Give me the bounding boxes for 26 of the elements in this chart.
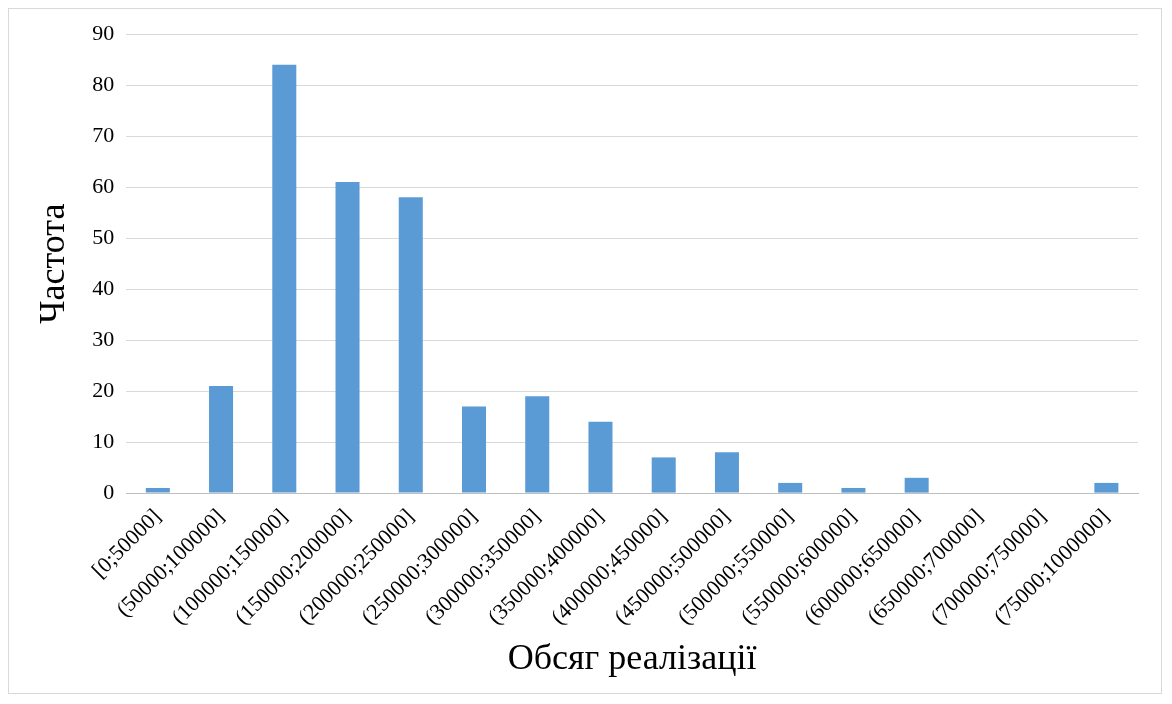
y-tick-label: 90 bbox=[92, 19, 115, 45]
y-tick-label: 0 bbox=[103, 478, 115, 504]
bar bbox=[398, 197, 423, 493]
y-tick-label: 80 bbox=[92, 70, 115, 96]
y-tick-label: 20 bbox=[92, 376, 115, 402]
bar bbox=[651, 457, 676, 493]
bar bbox=[145, 488, 170, 493]
y-tick-label: 60 bbox=[92, 172, 115, 198]
y-tick-label: 10 bbox=[92, 427, 115, 453]
bar bbox=[1094, 482, 1119, 493]
y-tick-label: 50 bbox=[92, 223, 115, 249]
bar bbox=[272, 64, 297, 493]
bar bbox=[841, 488, 866, 493]
y-tick-label: 40 bbox=[92, 274, 115, 300]
bar bbox=[525, 396, 550, 493]
bar bbox=[209, 386, 234, 493]
bar bbox=[714, 452, 739, 493]
y-axis-title: Частота bbox=[32, 203, 73, 324]
bar bbox=[588, 421, 613, 493]
x-axis-title: Обсяг реалізації bbox=[507, 636, 757, 677]
bar bbox=[778, 482, 803, 493]
bar bbox=[461, 406, 487, 493]
y-tick-label: 70 bbox=[92, 121, 115, 147]
bar bbox=[904, 477, 929, 493]
bar bbox=[335, 182, 360, 493]
y-tick-label: 30 bbox=[92, 325, 115, 351]
